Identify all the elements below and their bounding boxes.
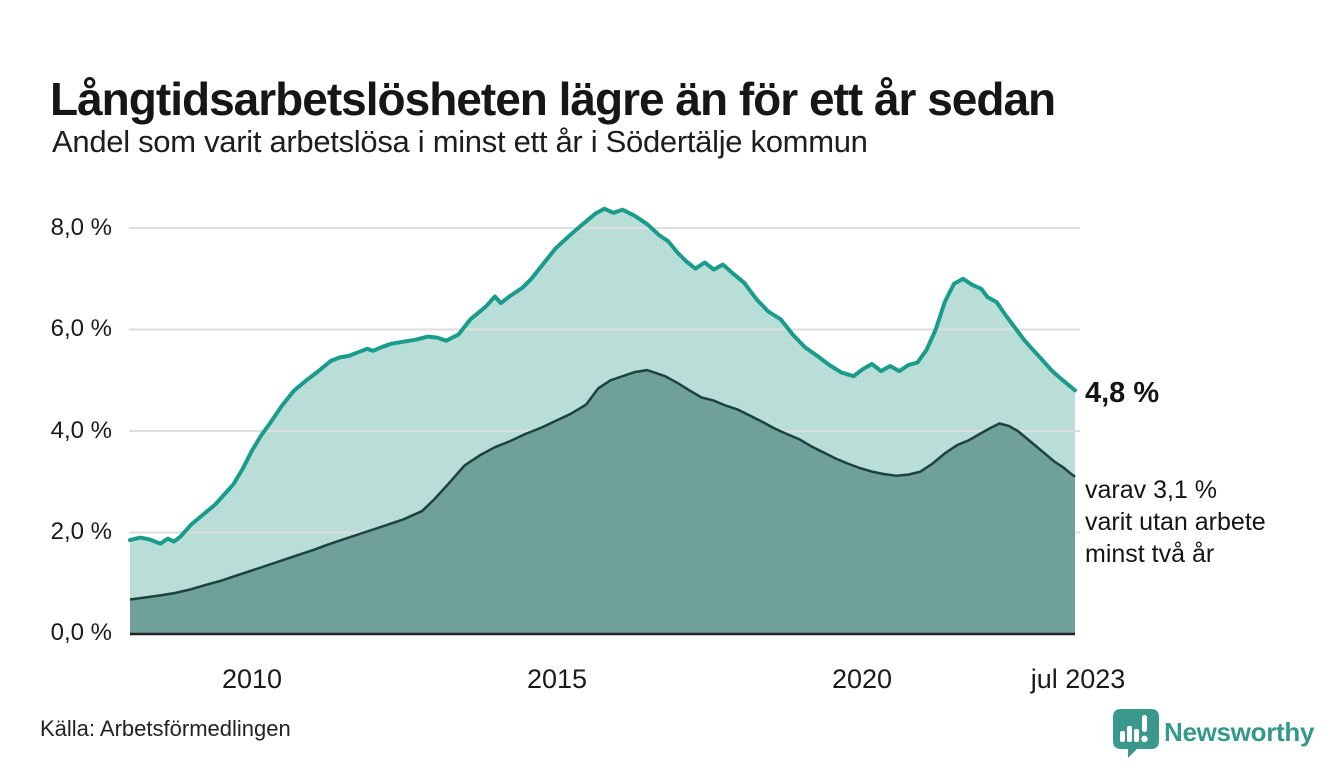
newsworthy-logo-icon <box>1113 709 1159 758</box>
x-axis-label-2010: 2010 <box>221 664 283 694</box>
series-1-year-line <box>128 206 1077 546</box>
x-axis-label-jul-2023: jul 2023 <box>1030 664 1126 694</box>
secondary-annotation: varav 3,1 % varit utan arbete minst två … <box>1085 474 1266 570</box>
chart-title: Långtidsarbetslösheten lägre än för ett … <box>50 72 1056 125</box>
x-axis-label-2015: 2015 <box>526 664 588 694</box>
secondary-annotation-line-2: varit utan arbete <box>1085 508 1266 536</box>
y-axis-label-0: 0,0 % <box>50 619 112 646</box>
y-axis-label-6: 6,0 % <box>50 315 112 342</box>
y-axis-label-2: 2,0 % <box>50 518 112 545</box>
y-axis-label-4: 4,0 % <box>50 417 112 444</box>
series-2-year-area <box>130 370 1075 634</box>
x-axis-label-2020: 2020 <box>831 664 893 694</box>
y-axis-label-8: 8,0 % <box>50 214 112 241</box>
series-2-year-line <box>129 368 1076 601</box>
newsworthy-logo-text: Newsworthy <box>1164 717 1315 747</box>
secondary-annotation-line-1: varav 3,1 % <box>1085 476 1218 504</box>
end-value-annotation: 4,8 % <box>1085 377 1160 409</box>
source-note: Källa: Arbetsförmedlingen <box>40 716 291 741</box>
chart-subtitle: Andel som varit arbetslösa i minst ett å… <box>52 124 868 159</box>
secondary-annotation-line-3: minst två år <box>1085 540 1215 568</box>
